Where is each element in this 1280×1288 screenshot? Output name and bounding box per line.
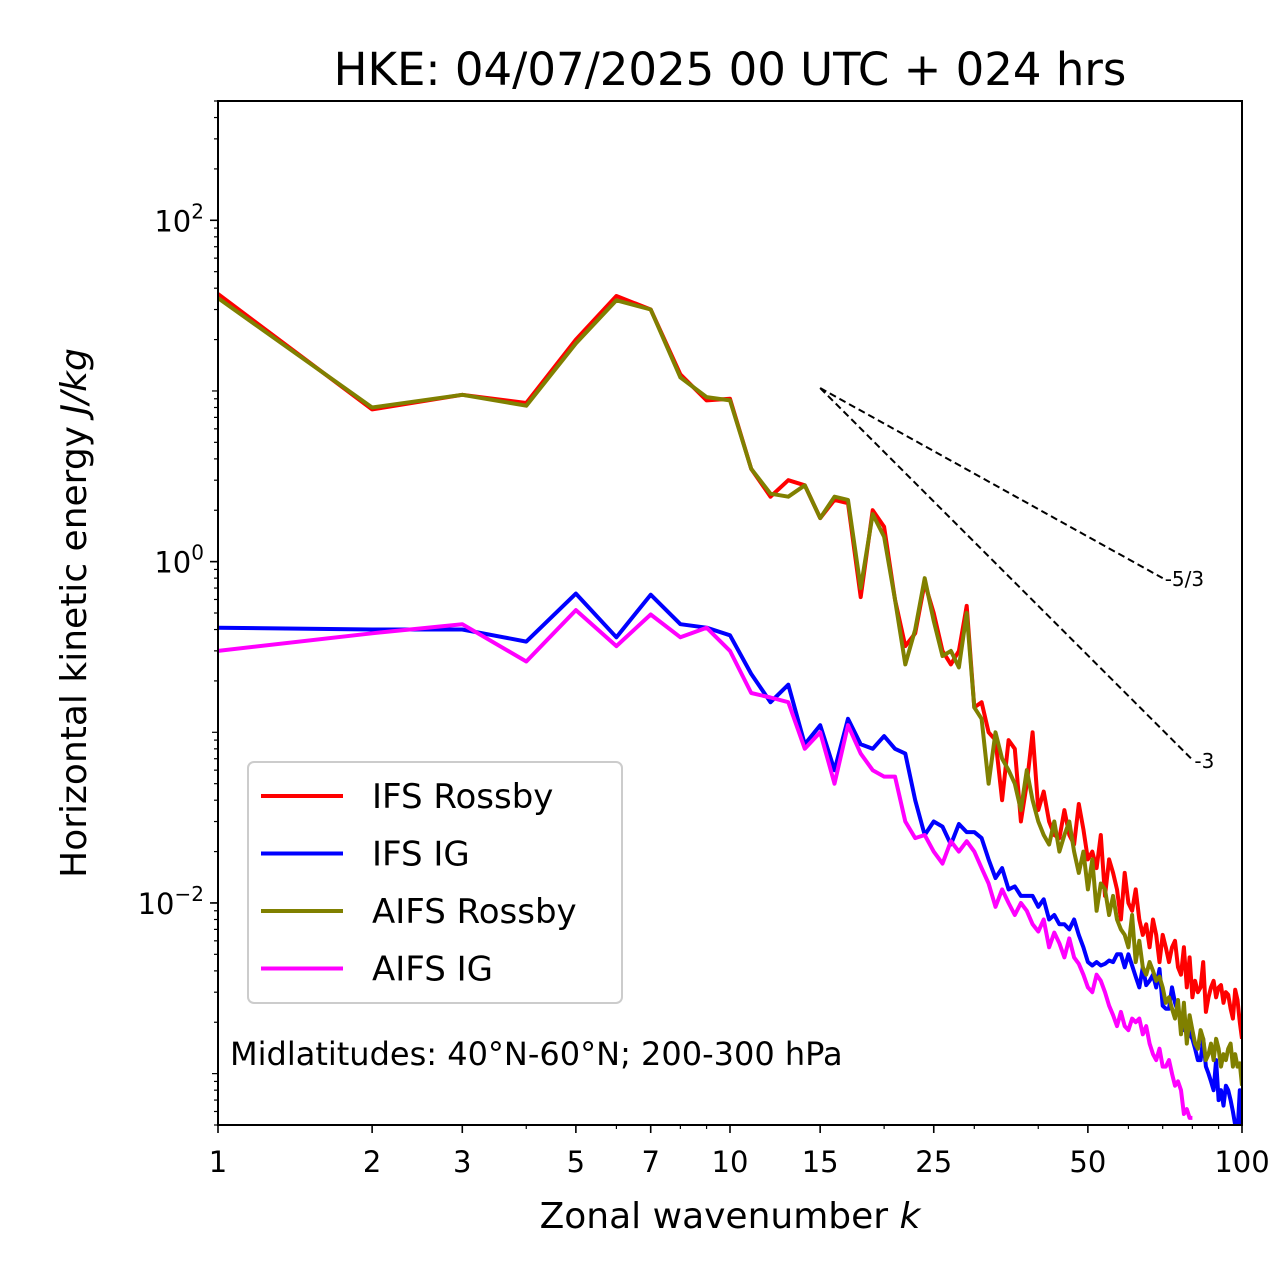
x-tick-label: 15 bbox=[802, 1145, 839, 1179]
x-axis-label-var: k bbox=[900, 1196, 923, 1237]
y-tick-label: 100 bbox=[154, 541, 204, 580]
y-axis-label: Horizontal kinetic energy J/kg bbox=[54, 348, 95, 878]
x-axis-label-text: Zonal wavenumber bbox=[540, 1196, 900, 1237]
y-tick-exponent: −2 bbox=[175, 882, 204, 906]
y-tick-exponent: 0 bbox=[191, 541, 204, 565]
x-tick-label: 5 bbox=[567, 1145, 585, 1179]
y-axis-label-text: Horizontal kinetic energy bbox=[54, 415, 95, 878]
legend-label: AIFS IG bbox=[372, 950, 493, 990]
reference-slope-label: -3 bbox=[1194, 749, 1214, 773]
x-axis-label: Zonal wavenumber k bbox=[540, 1196, 923, 1237]
series-line-ifs-ig bbox=[218, 591, 1242, 1125]
x-tick-label: 50 bbox=[1069, 1145, 1106, 1179]
legend-box bbox=[247, 761, 623, 1004]
x-tick-label: 7 bbox=[641, 1145, 659, 1179]
plot-frame bbox=[217, 100, 1243, 1126]
y-tick-exponent: 2 bbox=[191, 199, 204, 223]
legend: IFS Rossby IFS IG AIFS Rossby AIFS IG bbox=[247, 761, 623, 1004]
legend-label: IFS IG bbox=[372, 835, 470, 875]
y-tick-mantissa: 10 bbox=[138, 887, 175, 921]
y-tick-label: 10−2 bbox=[138, 882, 204, 921]
y-tick-mantissa: 10 bbox=[154, 546, 191, 580]
series-line-aifs-ig bbox=[218, 608, 1193, 1120]
chart-title: HKE: 04/07/2025 00 UTC + 024 hrs bbox=[334, 43, 1127, 96]
x-tick-label: 25 bbox=[915, 1145, 952, 1179]
legend-items: IFS Rossby IFS IG AIFS Rossby AIFS IG bbox=[261, 777, 577, 990]
region-annotation: Midlatitudes: 40°N-60°N; 200-300 hPa bbox=[230, 1035, 843, 1073]
series-layer bbox=[218, 292, 1242, 1125]
x-tick-label: 10 bbox=[712, 1145, 749, 1179]
y-tick-mantissa: 10 bbox=[154, 204, 191, 238]
x-tick-label: 3 bbox=[453, 1145, 471, 1179]
y-tick-label: 102 bbox=[154, 199, 204, 238]
reference-slope-label: -5/3 bbox=[1165, 567, 1204, 591]
x-tick-label: 100 bbox=[1214, 1145, 1269, 1179]
x-tick-label: 2 bbox=[363, 1145, 381, 1179]
series-line-aifs-rossby bbox=[218, 296, 1242, 1086]
legend-label: IFS Rossby bbox=[372, 777, 553, 817]
y-axis-label-var: J/kg bbox=[54, 348, 95, 420]
reference-slopes: -5/3 -3 bbox=[819, 387, 1214, 773]
legend-label: AIFS Rossby bbox=[372, 892, 577, 932]
x-tick-label: 1 bbox=[209, 1145, 227, 1179]
